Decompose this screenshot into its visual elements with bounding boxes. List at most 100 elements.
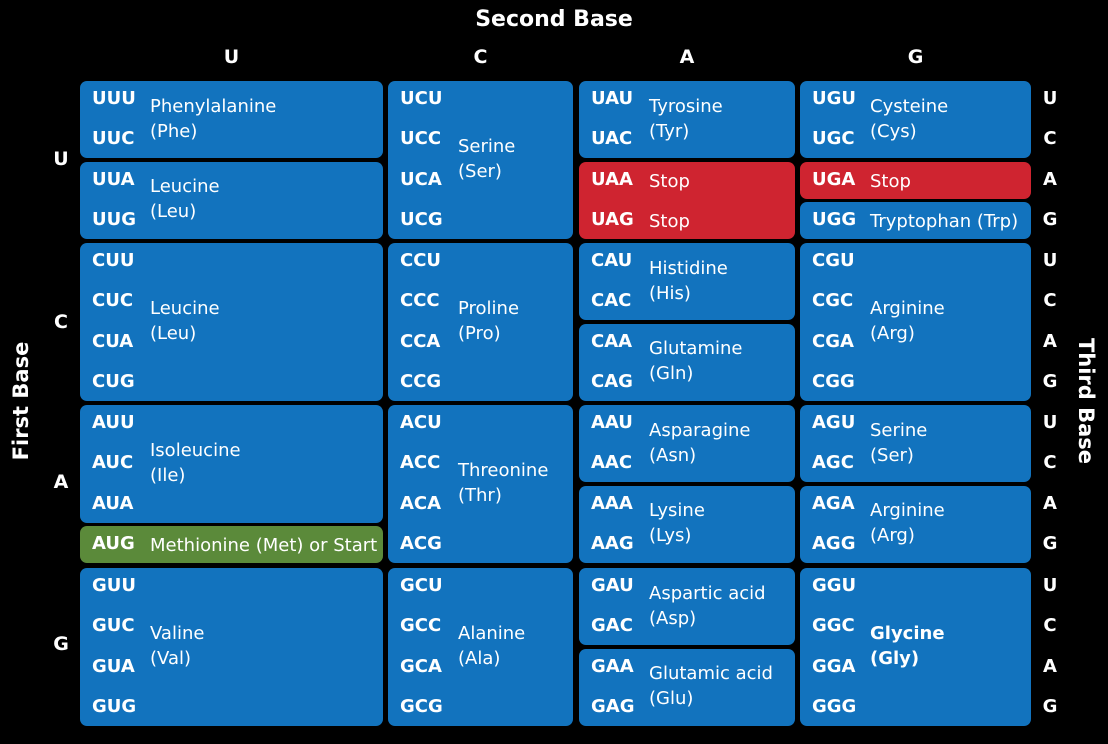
codon-box-lysine [579,485,795,563]
codon-uau: UAU [591,88,634,109]
first-base-g: G [53,633,69,655]
codon-gac: GAC [591,615,633,637]
codon-auu: AUU [92,412,135,433]
codon-aga: AGA [812,492,855,514]
codon-gcu: GCU [400,575,443,596]
amino-acid-label: Alanine (Ala) [458,621,525,671]
amino-acid-name: Tryptophan (Trp) [870,210,1019,232]
third-base-u: U [1042,250,1058,271]
codon-acu: ACU [400,412,442,433]
amino-acid-label: Aspartic acid (Asp) [649,581,766,631]
codon-box-leucine [80,243,383,401]
codon-gua: GUA [92,655,135,677]
codon-box-tryptophan-trp [800,201,1031,239]
codon-cua: CUA [92,330,134,352]
amino-acid-label: Phenylalanine (Phe) [150,94,276,144]
first-base-c: C [54,311,68,333]
third-base-c: C [1043,128,1057,150]
codon-ggg: GGG [812,695,857,717]
codon-box-methionine-met-or-start [80,525,383,563]
amino-acid-abbr: (Arg) [870,525,915,547]
amino-acid-abbr: (Thr) [458,484,502,506]
codon-box-glycine [800,568,1031,726]
amino-acid-name: Aspartic acid [649,582,766,604]
amino-acid-name: Leucine [150,297,220,319]
amino-acid-label: Proline (Pro) [458,296,519,346]
amino-acid-label: Arginine (Arg) [870,498,945,548]
amino-acid-label: Isoleucine (Ile) [150,438,241,488]
codon-gcc: GCC [400,615,442,637]
third-base-u: U [1042,412,1058,433]
codon-ugu: UGU [812,88,857,109]
codon-box-glutamic-acid [579,648,795,726]
amino-acid-abbr: (Tyr) [649,120,690,142]
third-base-a: A [1043,655,1057,677]
second-base-u: U [223,46,240,68]
amino-acid-abbr: (Pro) [458,322,501,344]
amino-acid-label: Serine (Ser) [458,134,515,184]
codon-cug: CUG [92,370,135,392]
amino-acid-name: Glycine [870,622,945,644]
codon-box-valine [80,568,383,726]
amino-acid-abbr: (Ala) [458,647,501,669]
codon-uac: UAC [591,128,633,150]
amino-acid-name: Alanine [458,622,526,644]
amino-acid-abbr: (Asn) [649,444,697,466]
codon-box-aspartic-acid [579,568,795,646]
amino-acid-label: Serine (Ser) [870,418,927,468]
amino-acid-label: Valine (Val) [150,621,204,671]
codon-aag: AAG [591,532,634,554]
amino-acid-abbr: (Phe) [150,120,198,142]
codon-uga: UGA [812,168,856,190]
amino-acid-abbr: (Leu) [150,201,197,223]
codon-aac: AAC [591,452,633,474]
amino-acid-label: Glutamine (Gln) [649,336,742,386]
stop-label: Stop [649,170,690,192]
amino-acid-abbr: (Ser) [870,444,914,466]
codon-box-asparagine [579,405,795,483]
amino-acid-name: Asparagine [649,419,751,441]
codon-auc: AUC [92,452,134,474]
codon-ccg: CCG [400,370,442,392]
codon-uca: UCA [400,168,442,190]
codon-gga: GGA [812,655,856,677]
codon-ggu: GGU [812,575,857,596]
codon-uuu: UUU [92,88,136,109]
amino-acid-name: Glutamine [649,338,743,360]
codon-aua: AUA [92,492,134,514]
amino-acid-abbr: (Glu) [649,688,694,710]
codon-uaa: UAA [591,168,633,190]
third-base-label: Third Base [1074,337,1098,465]
codon-cuc: CUC [92,290,134,312]
codon-cac: CAC [591,290,632,312]
codon-guu: GUU [92,575,137,596]
amino-acid-name: Serine [870,419,928,441]
codon-ugc: UGC [812,128,855,150]
codon-gaa: GAA [591,655,634,677]
amino-acid-abbr: (Arg) [870,322,915,344]
codon-box-histidine [579,243,795,321]
codon-cga: CGA [812,330,854,352]
amino-acid-label: Arginine (Arg) [870,296,945,346]
amino-acid-label: Threonine (Thr) [458,458,548,508]
codon-agu: AGU [812,412,856,433]
amino-acid-name: Arginine [870,297,945,319]
codon-box-proline [388,243,573,401]
amino-acid-abbr: (Lys) [649,525,692,547]
amino-acid-abbr: (Ser) [458,160,502,182]
amino-acid-abbr: (Gly) [870,647,920,669]
codon-box-tyrosine [579,81,795,159]
codon-ccc: CCC [400,290,440,312]
first-base-label: First Base [9,341,33,461]
codon-cca: CCA [400,330,441,352]
codon-box-phenylalanine [80,81,383,159]
codon-ccu: CCU [400,250,442,271]
amino-acid-label: Asparagine (Asn) [649,418,751,468]
codon-cau: CAU [591,250,633,271]
codon-box-glutamine [579,323,795,401]
codon-uag: UAG [591,208,634,230]
codon-cuu: CUU [92,250,135,271]
codon-uuc: UUC [92,128,135,150]
third-base-g: G [1042,695,1058,717]
amino-acid-name: Methionine (Met) or Start [150,534,378,556]
